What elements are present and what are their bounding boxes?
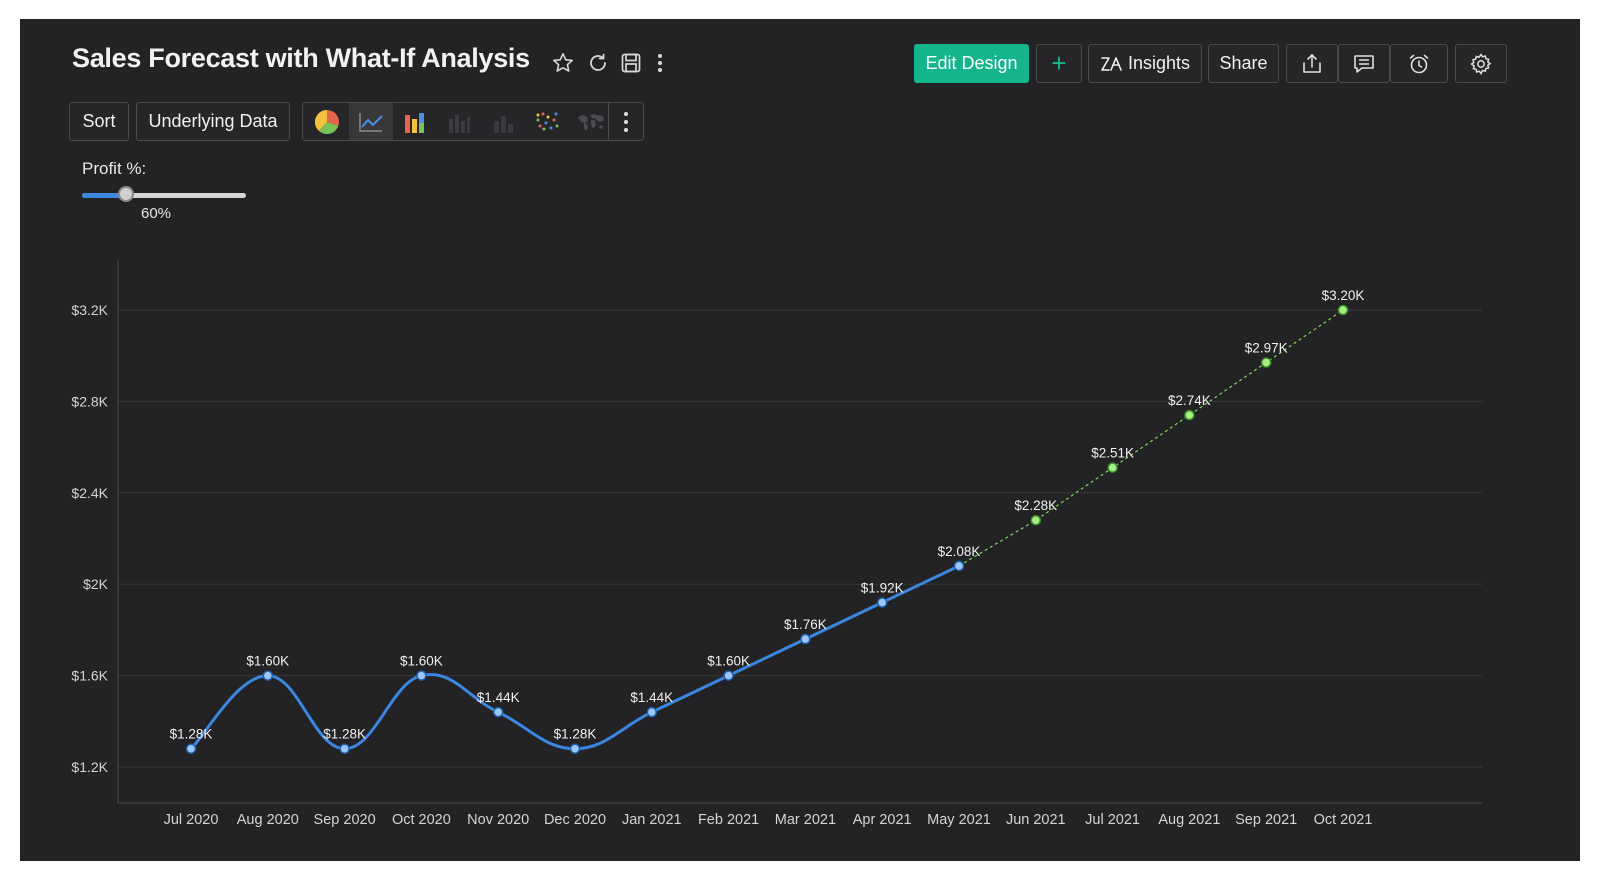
map-chart-icon[interactable] <box>569 103 613 140</box>
pie-chart-icon[interactable] <box>305 103 349 140</box>
bar-chart-icon[interactable] <box>393 103 437 140</box>
settings-button[interactable] <box>1455 44 1507 83</box>
data-point <box>646 706 658 718</box>
data-point <box>800 633 811 645</box>
scatter-chart-icon[interactable] <box>525 103 569 140</box>
data-point <box>569 743 581 754</box>
x-tick-label: Jun 2021 <box>1006 812 1066 828</box>
insights-label: Insights <box>1127 53 1191 73</box>
data-label: $2.51K <box>1091 446 1134 461</box>
data-point <box>876 597 888 608</box>
data-label: $1.60K <box>246 654 289 669</box>
profit-percent-slider[interactable] <box>82 186 246 202</box>
x-tick-label: Mar 2021 <box>775 812 836 828</box>
x-tick-label: Oct 2020 <box>392 812 451 828</box>
bar-chart-alt-icon[interactable] <box>481 103 525 140</box>
add-button[interactable]: + <box>1036 44 1082 83</box>
edit-design-button[interactable]: Edit Design <box>914 44 1029 83</box>
page-title: Sales Forecast with What-If Analysis <box>72 43 530 73</box>
chart-more-icon[interactable] <box>609 103 643 140</box>
data-point <box>339 743 350 754</box>
data-label: $3.20K <box>1322 288 1365 303</box>
sort-button[interactable]: Sort <box>69 102 129 141</box>
data-point <box>1030 514 1042 526</box>
data-point <box>723 670 734 681</box>
data-point <box>1107 462 1118 473</box>
settings-icon <box>1469 52 1493 76</box>
slider-thumb[interactable] <box>118 186 135 202</box>
share-button[interactable]: Share <box>1208 44 1279 83</box>
chart-type-toolbar <box>302 102 644 141</box>
data-label: $2.08K <box>938 544 981 559</box>
data-label: $1.28K <box>554 727 597 742</box>
data-label: $2.28K <box>1014 498 1057 513</box>
data-label: $1.76K <box>784 617 827 632</box>
x-tick-label: Jul 2021 <box>1085 812 1140 828</box>
data-point <box>1337 304 1349 316</box>
comment-icon <box>1352 52 1376 76</box>
x-tick-label: Dec 2020 <box>544 812 606 828</box>
data-point <box>953 560 965 572</box>
data-label: $1.92K <box>861 580 904 595</box>
x-tick-label: Sep 2020 <box>314 812 376 828</box>
data-label: $1.60K <box>400 654 443 669</box>
data-label: $2.74K <box>1168 393 1211 408</box>
x-tick-label: Oct 2021 <box>1314 812 1373 828</box>
forecast-series-line <box>958 309 1344 567</box>
profit-percent-label: Profit %: <box>82 159 147 178</box>
x-tick-label: Feb 2021 <box>698 812 759 828</box>
y-tick-label: $1.6K <box>71 668 108 684</box>
data-label: $1.44K <box>477 690 520 705</box>
data-label: $2.97K <box>1245 341 1288 356</box>
y-tick-label: $1.2K <box>71 759 108 775</box>
dashboard-panel: Sales Forecast with What-If Analysis Edi… <box>20 19 1580 861</box>
slider-fill <box>82 193 127 198</box>
star-icon[interactable] <box>551 51 575 75</box>
save-icon[interactable] <box>619 51 643 75</box>
insights-icon <box>1100 55 1124 73</box>
profit-percent-value: 60% <box>141 205 172 222</box>
toolbar-divider <box>608 103 609 140</box>
x-tick-label: Apr 2021 <box>853 812 912 828</box>
x-tick-label: Aug 2021 <box>1158 812 1220 828</box>
data-label: $1.60K <box>707 654 750 669</box>
data-point <box>1184 409 1195 421</box>
x-tick-label: Nov 2020 <box>467 812 529 828</box>
x-tick-label: Aug 2020 <box>237 812 299 828</box>
forecast-line-chart: $1.2K $1.6K $2K $2.4K $2.8K $3.2K Jul 2020 Aug … <box>71 259 1482 828</box>
y-tick-label: $2.4K <box>71 485 108 501</box>
x-tick-label: Sep 2021 <box>1235 812 1297 828</box>
data-label: $1.28K <box>170 727 213 742</box>
more-vertical-icon[interactable] <box>648 51 672 75</box>
x-tick-label: May 2021 <box>927 812 991 828</box>
export-button[interactable] <box>1286 44 1338 83</box>
data-label: $1.44K <box>630 690 673 705</box>
data-point <box>185 743 197 754</box>
underlying-data-button[interactable]: Underlying Data <box>136 102 290 141</box>
data-point <box>416 670 427 681</box>
x-tick-label: Jan 2021 <box>622 812 682 828</box>
alarm-icon <box>1407 52 1431 76</box>
refresh-icon[interactable] <box>586 51 610 75</box>
line-chart-icon[interactable] <box>349 103 393 140</box>
y-tick-label: $2K <box>83 576 109 592</box>
actual-series-line <box>189 564 960 751</box>
data-point <box>492 706 504 718</box>
insights-button[interactable]: Insights <box>1088 44 1202 83</box>
data-label: $1.28K <box>323 727 366 742</box>
alarm-button[interactable] <box>1390 44 1448 83</box>
export-icon <box>1300 52 1324 76</box>
data-point <box>1260 357 1272 368</box>
x-tick-label: Jul 2020 <box>164 812 219 828</box>
comment-button[interactable] <box>1338 44 1390 83</box>
y-tick-label: $2.8K <box>71 393 108 409</box>
data-point <box>262 670 274 681</box>
y-tick-label: $3.2K <box>71 302 108 318</box>
stacked-bar-icon[interactable] <box>437 103 481 140</box>
